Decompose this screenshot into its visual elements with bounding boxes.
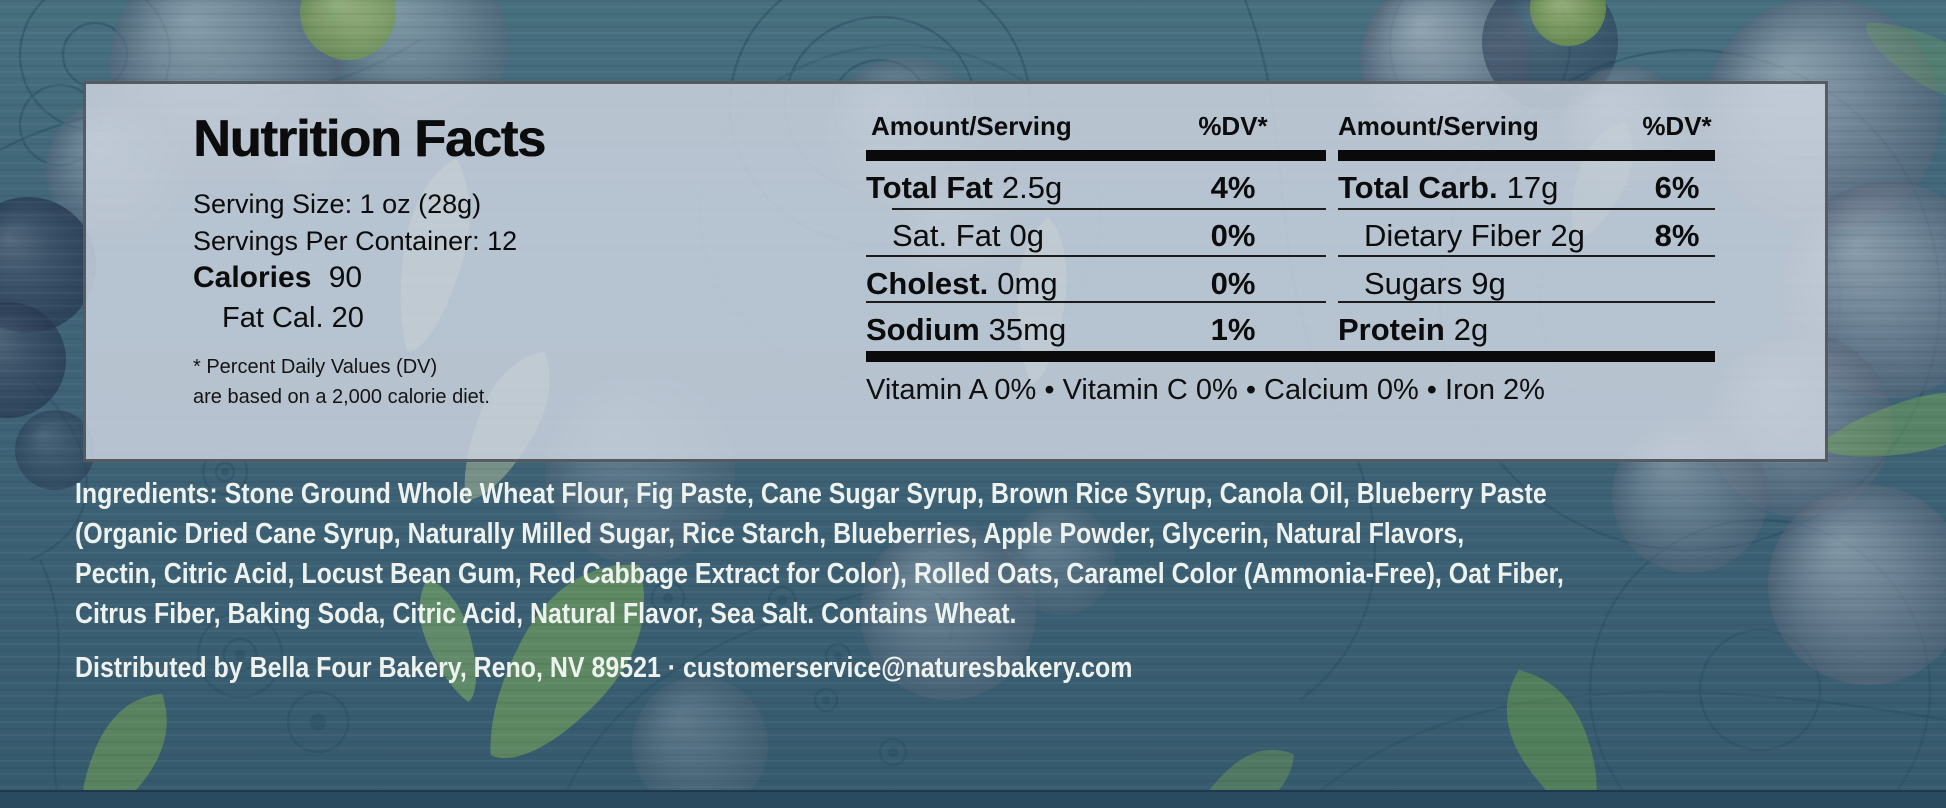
row-divider xyxy=(1338,301,1715,303)
header-rule xyxy=(1338,150,1715,161)
nutrient-dv xyxy=(1639,310,1715,350)
nutrient-name: Total Fat xyxy=(866,170,993,205)
nutrient-value: 9g xyxy=(1471,266,1506,301)
nutrient-row: Sat. Fat 0g 0% xyxy=(866,216,1326,256)
nutrient-dv: 8% xyxy=(1654,218,1700,253)
nutrient-row: Total Fat 2.5g 4% xyxy=(866,168,1326,208)
nutrient-row: Sodium 35mg 1% xyxy=(866,310,1326,350)
nutrient-name: Sodium xyxy=(866,312,980,347)
nutrient-name: Cholest. xyxy=(866,266,989,301)
nutrient-value: 2g xyxy=(1453,312,1489,347)
row-divider xyxy=(866,301,1326,303)
micronutrients-line: Vitamin A 0% • Vitamin C 0% • Calcium 0%… xyxy=(866,374,1545,406)
amount-serving-header: Amount/Serving xyxy=(1338,111,1539,141)
fat-calories: Fat Cal. 20 xyxy=(222,302,364,334)
nutrient-dv: 4% xyxy=(1210,170,1256,205)
dv-header: %DV* xyxy=(1198,111,1268,141)
nutrient-value: 2.5g xyxy=(1001,170,1063,205)
calories-value: 90 xyxy=(328,261,363,294)
row-divider xyxy=(1338,208,1715,210)
nutrient-name: Sat. Fat xyxy=(892,218,1001,253)
nutrient-row: Total Carb. 17g 6% xyxy=(1338,168,1715,208)
amount-serving-header: Amount/Serving xyxy=(871,111,1072,141)
nutrient-dv: 0% xyxy=(1210,266,1256,301)
nutrient-dv xyxy=(1639,264,1715,304)
nutrient-value: 0g xyxy=(1009,218,1045,253)
nutrient-value: 35mg xyxy=(988,312,1067,347)
nutrient-table-left: Amount/Serving %DV* Total Fat 2.5g 4% Sat… xyxy=(866,84,1326,465)
nutrient-row: Protein 2g xyxy=(1338,310,1715,350)
serving-size: Serving Size: 1 oz (28g) xyxy=(193,189,482,219)
nutrient-row: Cholest. 0mg 0% xyxy=(866,264,1326,304)
ingredients-text: Ingredients: Stone Ground Whole Wheat Fl… xyxy=(75,478,1564,630)
nutrient-value: 2g xyxy=(1550,218,1585,253)
table-header: Amount/Serving %DV* xyxy=(1338,111,1715,141)
servings-per-container: Servings Per Container: 12 xyxy=(193,226,518,256)
row-divider xyxy=(866,255,1326,257)
nutrient-row: Dietary Fiber 2g 8% xyxy=(1338,216,1715,256)
nutrient-row: Sugars 9g xyxy=(1338,264,1715,304)
dv-header: %DV* xyxy=(1642,111,1712,141)
nutrient-value: 0mg xyxy=(997,266,1058,301)
distribution-text: Distributed by Bella Four Bakery, Reno, … xyxy=(75,652,1133,684)
nutrient-dv: 6% xyxy=(1654,170,1700,205)
nutrient-dv: 1% xyxy=(1210,312,1256,347)
nutrient-name: Dietary Fiber xyxy=(1364,218,1542,253)
nutrient-name: Protein xyxy=(1338,312,1445,347)
daily-value-footnote: * Percent Daily Values (DV) are based on… xyxy=(193,356,490,408)
bottom-edge-band xyxy=(0,790,1946,808)
nutrient-name: Sugars xyxy=(1364,266,1463,301)
nutrition-facts-title: Nutrition Facts xyxy=(193,110,546,168)
nutrient-value: 17g xyxy=(1506,170,1559,205)
row-divider xyxy=(1338,255,1715,257)
header-rule xyxy=(866,150,1326,161)
table-header: Amount/Serving %DV* xyxy=(866,111,1326,141)
row-divider xyxy=(892,208,1326,210)
nutrition-facts-panel: Nutrition Facts Serving Size: 1 oz (28g)… xyxy=(83,81,1828,462)
footer-rule xyxy=(866,351,1715,362)
nutrient-name: Total Carb. xyxy=(1338,170,1498,205)
nutrient-dv: 0% xyxy=(1210,218,1256,253)
nutrient-table-right: Amount/Serving %DV* Total Carb. 17g 6% Di… xyxy=(1338,84,1715,465)
calories-label: Calories xyxy=(193,261,312,294)
calories-line: Calories 90 xyxy=(193,260,362,296)
